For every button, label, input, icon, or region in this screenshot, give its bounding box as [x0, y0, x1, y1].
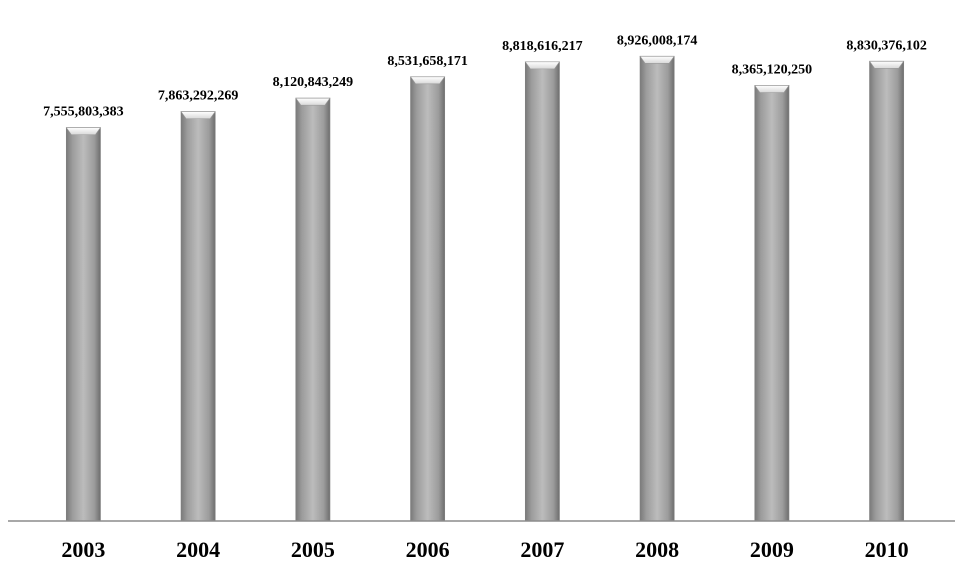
value-labels-layer: 7,555,803,383 7,863,292,269 8,120,843,249 8… [43, 33, 927, 119]
bar-bevel [639, 55, 675, 64]
bars-layer [65, 55, 905, 522]
bar-2007 [524, 61, 560, 522]
value-label: 8,120,843,249 [273, 75, 354, 90]
bar-2003 [65, 127, 101, 522]
bar-body [639, 55, 675, 522]
bar-bevel [754, 85, 790, 93]
x-tick-label: 2006 [406, 537, 450, 562]
bar-2005 [295, 97, 331, 522]
x-tick-label: 2008 [635, 537, 679, 562]
bar-2009 [754, 85, 790, 522]
bar-bevel [65, 127, 101, 135]
bar-body [524, 61, 560, 522]
x-tick-label: 2003 [61, 537, 105, 562]
value-label: 8,531,658,171 [387, 54, 468, 69]
value-label: 7,863,292,269 [158, 89, 239, 104]
bar-body [754, 85, 790, 522]
bar-2006 [410, 76, 446, 522]
x-tick-label: 2005 [291, 537, 335, 562]
bar-bevel [869, 60, 905, 69]
x-tick-label: 2010 [865, 537, 909, 562]
bar-2008 [639, 55, 675, 522]
x-tick-labels: 2003 2004 2005 2006 2007 2008 2009 2010 [61, 537, 908, 562]
bar-bevel [180, 111, 216, 119]
bar-bevel [295, 97, 331, 106]
value-label: 7,555,803,383 [43, 105, 124, 120]
bar-2010 [869, 60, 905, 522]
bar-body [410, 76, 446, 522]
bar-bevel [410, 76, 446, 85]
bar-body [869, 60, 905, 522]
bar-body [180, 111, 216, 522]
bar-2004 [180, 111, 216, 522]
bar-bevel [524, 61, 560, 70]
value-label: 8,365,120,250 [732, 62, 813, 77]
bar-body [65, 127, 101, 522]
bar-body [295, 97, 331, 522]
x-tick-label: 2004 [176, 537, 220, 562]
x-tick-label: 2009 [750, 537, 794, 562]
x-tick-label: 2007 [520, 537, 564, 562]
value-label: 8,926,008,174 [617, 33, 698, 48]
value-label: 8,830,376,102 [846, 38, 927, 53]
value-label: 8,818,616,217 [502, 39, 583, 54]
